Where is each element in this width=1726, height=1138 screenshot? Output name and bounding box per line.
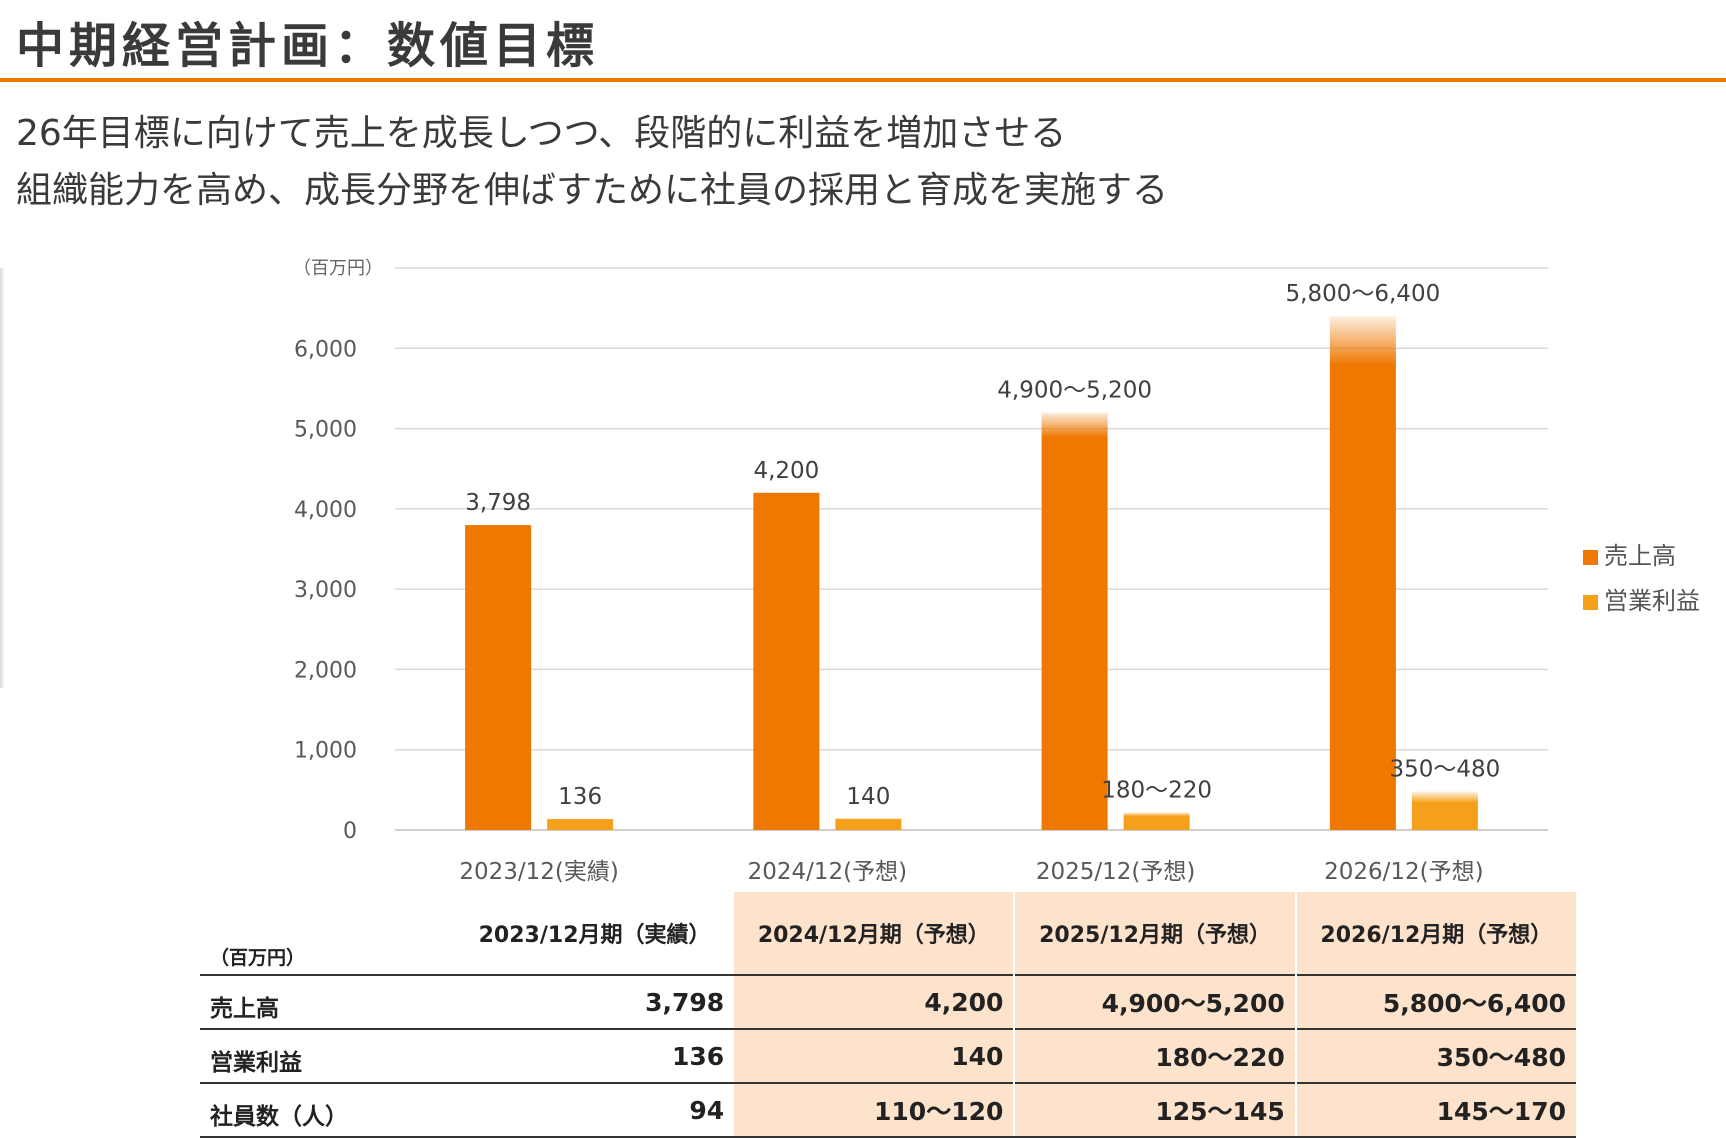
table-row-operating-profit: 営業利益 136 140 180～220 350～480 — [200, 1028, 1576, 1083]
table-row-employees: 社員数（人） 94 110～120 125～145 145～170 — [200, 1082, 1576, 1138]
table-cell: 350～480 — [1294, 1028, 1576, 1083]
y-tick-label: 6,000 — [294, 337, 357, 362]
chart-unit-label: （百万円） — [293, 258, 383, 279]
y-tick-label: 3,000 — [294, 578, 357, 603]
metrics-table: （百万円） 2023/12月期（実績） 2024/12月期（予想） 2025/1… — [200, 892, 1576, 1138]
y-tick-label: 1,000 — [294, 739, 357, 764]
table-header-2023: 2023/12月期（実績） — [478, 923, 711, 948]
legend-label-operating-profit: 営業利益 — [1604, 587, 1700, 615]
legend-swatch-operating-profit — [1583, 594, 1598, 610]
bar-operating-profit — [1411, 801, 1478, 830]
data-label: 4,900～5,200 — [997, 378, 1152, 404]
data-label: 3,798 — [465, 490, 531, 516]
bar-range-band — [1411, 791, 1478, 803]
bar-operating-profit — [835, 818, 902, 830]
bar-sales — [1329, 364, 1396, 830]
legend-label-sales: 売上高 — [1604, 542, 1676, 570]
y-tick-label: 4,000 — [294, 498, 357, 523]
table-cell: 140 — [734, 1028, 1015, 1083]
table-header-row: （百万円） 2023/12月期（実績） 2024/12月期（予想） 2025/1… — [200, 892, 1576, 975]
table-cell: 4,900～5,200 — [1013, 974, 1296, 1029]
table-unit-label: （百万円） — [210, 947, 306, 969]
y-tick-label: 0 — [343, 819, 357, 844]
data-label: 4,200 — [753, 458, 819, 484]
x-tick-label: 2024/12(予想) — [748, 859, 908, 885]
x-tick-label: 2023/12(実績) — [459, 859, 619, 885]
table-cell: 110～120 — [734, 1082, 1015, 1138]
table-header-2026: 2026/12月期（予想） — [1294, 892, 1576, 975]
row-label-sales: 売上高 — [200, 974, 455, 1029]
legend-swatch-sales — [1583, 549, 1598, 565]
row-label-operating-profit: 営業利益 — [200, 1028, 455, 1083]
bar-operating-profit — [547, 819, 614, 830]
table-cell: 136 — [455, 1028, 735, 1083]
y-tick-label: 2,000 — [294, 658, 357, 683]
bar-range-band — [1329, 316, 1396, 366]
y-axis-tick-labels: 0 1,000 2,000 3,000 4,000 5,000 6,000 — [294, 337, 357, 844]
subtitle-line-2: 組織能力を高め、成長分野を伸ばすために社員の採用と育成を実施する — [16, 170, 1169, 211]
title-underline — [0, 78, 1726, 82]
data-label: 350～480 — [1389, 756, 1500, 782]
bar-range-band — [1123, 812, 1190, 817]
data-labels: 3,798 136 4,200 140 4,900～5,200 180～220 5,800～… — [465, 281, 1500, 810]
table-cell: 145～170 — [1294, 1082, 1576, 1138]
bar-sales — [1041, 436, 1108, 830]
table-header-2025: 2025/12月期（予想） — [1013, 892, 1296, 975]
bars — [465, 316, 1478, 830]
bar-chart: （百万円） 0 1,000 2,000 3,000 4,000 5,000 6,000 3,… — [293, 258, 1548, 885]
x-axis-tick-labels: 2023/12(実績) 2024/12(予想) 2025/12(予想) 2026/12… — [459, 859, 1483, 885]
bar-sales — [753, 492, 820, 830]
table-row-sales: 売上高 3,798 4,200 4,900～5,200 5,800～6,400 — [200, 974, 1576, 1029]
data-label: 5,800～6,400 — [1286, 281, 1441, 307]
table-header-2024: 2024/12月期（予想） — [734, 892, 1015, 975]
x-tick-label: 2025/12(予想) — [1036, 859, 1196, 885]
bar-range-band — [1041, 412, 1108, 438]
row-label-employees: 社員数（人） — [200, 1082, 455, 1138]
legend-item-operating-profit: 営業利益 — [1583, 581, 1700, 616]
bar-operating-profit — [1123, 815, 1190, 830]
bar-sales — [465, 525, 532, 830]
table-cell: 180～220 — [1013, 1028, 1296, 1083]
table-cell: 4,200 — [734, 974, 1015, 1029]
table-cell: 3,798 — [455, 974, 735, 1029]
data-label: 180～220 — [1101, 777, 1212, 803]
subtitle-line-1: 26年目標に向けて売上を成長しつつ、段階的に利益を増加させる — [16, 113, 1067, 154]
table-cell: 125～145 — [1013, 1082, 1296, 1138]
data-label: 140 — [846, 784, 890, 810]
table-cell: 5,800～6,400 — [1294, 974, 1576, 1029]
data-label: 136 — [558, 784, 602, 810]
side-shadow — [0, 268, 5, 688]
legend-item-sales: 売上高 — [1583, 536, 1676, 571]
x-tick-label: 2026/12(予想) — [1324, 859, 1484, 885]
page-title: 中期経営計画：数値目標 — [16, 18, 600, 74]
table-cell: 94 — [455, 1082, 735, 1138]
y-tick-label: 5,000 — [294, 418, 357, 443]
